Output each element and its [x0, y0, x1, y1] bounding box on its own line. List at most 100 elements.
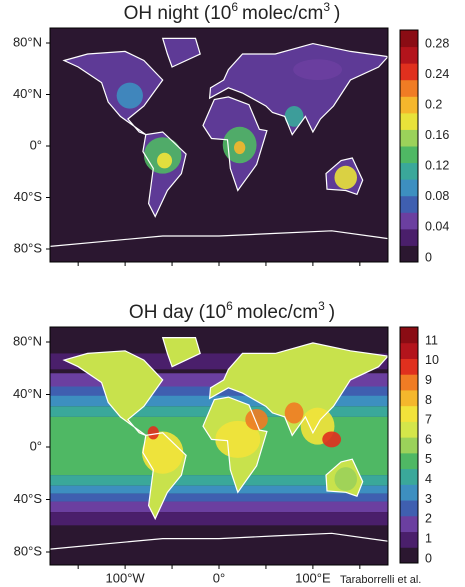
- panel-title: OH night (106 molec/cm3): [124, 0, 341, 24]
- land: [209, 342, 388, 436]
- coastline: [142, 432, 187, 521]
- coastline: [50, 532, 388, 550]
- colorbar-label: 8: [425, 393, 432, 407]
- y-label: 40°S: [14, 189, 43, 204]
- colorbar-bin: [400, 228, 418, 246]
- coastline: [208, 342, 388, 437]
- coastline: [62, 350, 164, 436]
- colorbar-bin: [400, 46, 418, 64]
- y-label: 80°N: [13, 34, 42, 49]
- colorbar-bin: [400, 112, 418, 130]
- title-part: 6: [226, 299, 233, 313]
- hotspot: [334, 467, 358, 491]
- map: [50, 28, 388, 262]
- hotspot: [293, 59, 342, 80]
- coastline: [202, 96, 268, 192]
- colorbar-bin: [400, 212, 418, 230]
- land: [162, 38, 201, 67]
- x-label: 100°W: [106, 570, 146, 585]
- colorbar-bin: [400, 96, 418, 114]
- colorbar-label: 9: [425, 373, 432, 387]
- y-label: 0°: [30, 438, 42, 453]
- colorbar-label: 11: [425, 333, 438, 347]
- colorbar-label: 7: [425, 413, 432, 427]
- title-part: OH day (10: [129, 302, 226, 323]
- x-label: 0°: [213, 570, 225, 585]
- coastline: [142, 131, 187, 218]
- colorbar-bin: [400, 146, 418, 164]
- title-part: 3: [318, 299, 325, 313]
- y-label: 40°N: [13, 386, 42, 401]
- coastline: [161, 37, 201, 68]
- title-part: ): [334, 3, 340, 24]
- colorbar-bin: [400, 129, 418, 147]
- colorbar-bin: [400, 79, 418, 97]
- colorbar-label: 0.08: [425, 189, 449, 203]
- map: [50, 327, 388, 565]
- title-part: ): [329, 302, 335, 323]
- coastline: [325, 458, 364, 497]
- title-part: molec/cm: [242, 3, 323, 24]
- title-part: 6: [231, 0, 238, 14]
- y-label: 80°S: [14, 240, 43, 255]
- colorbar-bin: [400, 358, 418, 375]
- colorbar-bin: [400, 195, 418, 213]
- colorbar-bin: [400, 547, 418, 564]
- hotspot: [322, 431, 342, 448]
- colorbar-label: 0.24: [425, 67, 449, 81]
- coastline: [208, 42, 388, 136]
- colorbar-label: 0: [425, 551, 432, 565]
- colorbar-bin: [400, 162, 418, 180]
- land: [64, 350, 163, 436]
- colorbar-bin: [400, 389, 418, 407]
- hotspot: [334, 165, 358, 190]
- y-label: 80°N: [13, 333, 42, 348]
- colorbar-bin: [400, 452, 418, 470]
- colorbar-label: 3: [425, 492, 432, 506]
- colorbar-label: 0: [425, 250, 432, 264]
- y-label: 40°N: [13, 86, 42, 101]
- colorbar-bin: [400, 484, 418, 501]
- lat-band: [50, 475, 388, 486]
- coastline: [161, 337, 201, 368]
- colorbar-bin: [400, 245, 418, 263]
- colorbar-label: 0.2: [425, 97, 442, 111]
- land: [64, 51, 163, 135]
- credit: Taraborrelli et al.: [340, 574, 421, 586]
- colorbar-bin: [400, 500, 418, 517]
- colorbar-bin: [400, 30, 418, 48]
- colorbar-label: 0.04: [425, 220, 449, 234]
- coastline: [202, 396, 268, 494]
- colorbar-bin: [400, 405, 418, 422]
- colorbar-bin: [400, 327, 418, 344]
- colorbar-label: 0.16: [425, 128, 449, 142]
- y-label: 40°S: [14, 491, 43, 506]
- y-label: 0°: [30, 137, 42, 152]
- colorbar-bin: [400, 179, 418, 197]
- colorbar-bin: [400, 468, 418, 485]
- x-label: 100°E: [295, 570, 331, 585]
- colorbar-label: 10: [425, 353, 439, 367]
- colorbar-label: 5: [425, 452, 432, 466]
- land: [209, 43, 388, 135]
- hotspot: [284, 106, 304, 127]
- colorbar-bin: [400, 437, 418, 454]
- hotspot: [284, 402, 304, 424]
- hotspot: [234, 141, 246, 155]
- hotspot: [157, 152, 173, 169]
- colorbar-label: 0.12: [425, 159, 449, 173]
- lat-band: [50, 512, 388, 526]
- colorbar-bin: [400, 531, 418, 548]
- title-part: molec/cm: [237, 302, 318, 323]
- colorbar-label: 2: [425, 512, 432, 526]
- lat-band: [50, 485, 388, 494]
- colorbar-bin: [400, 421, 418, 438]
- colorbar-label: 4: [425, 472, 432, 486]
- colorbar-bin: [400, 342, 418, 359]
- lat-band: [50, 493, 388, 502]
- hotspot: [147, 426, 159, 440]
- title-part: OH night (10: [124, 3, 232, 24]
- colorbar-label: 6: [425, 432, 432, 446]
- colorbar-bin: [400, 63, 418, 81]
